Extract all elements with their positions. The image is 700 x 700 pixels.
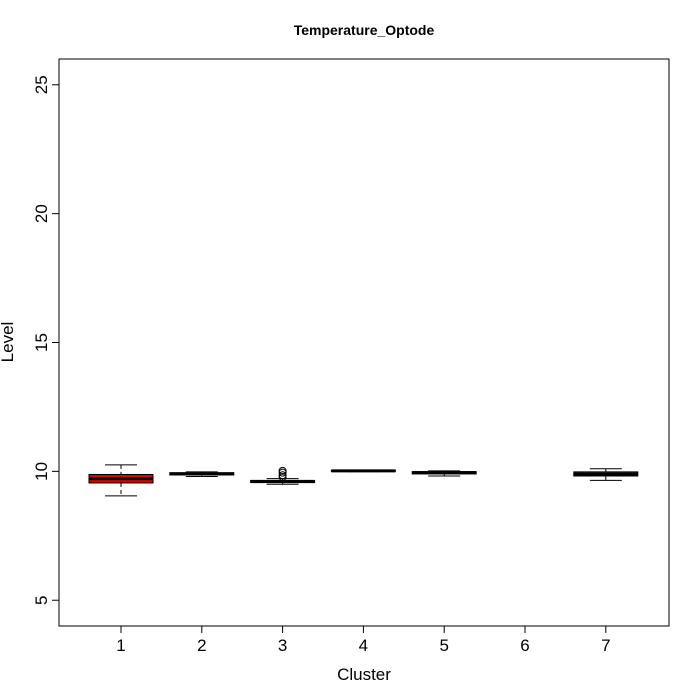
chart-title: Temperature_Optode [294, 22, 435, 38]
y-tick-label: 5 [32, 595, 51, 604]
box-cluster-1 [88, 464, 154, 497]
y-tick-label: 20 [32, 204, 51, 223]
y-axis: 5 10 15 20 25 [32, 75, 60, 605]
y-axis-label: Level [0, 322, 17, 363]
outlier-point [278, 466, 287, 475]
x-tick-label: 4 [359, 636, 368, 655]
box-series [88, 464, 639, 497]
box-cluster-3 [250, 466, 316, 485]
x-axis-label: Cluster [337, 665, 391, 684]
y-tick-label: 25 [32, 75, 51, 94]
box-cluster-5 [411, 470, 477, 477]
outlier-point [278, 471, 287, 480]
x-tick-label: 1 [116, 636, 125, 655]
x-tick-label: 3 [278, 636, 287, 655]
x-tick-label: 5 [439, 636, 448, 655]
x-axis: 1 2 3 4 5 6 7 [116, 625, 611, 655]
box-cluster-4 [330, 469, 396, 473]
x-tick-label: 7 [601, 636, 610, 655]
x-tick-label: 2 [197, 636, 206, 655]
y-tick-label: 10 [32, 462, 51, 481]
box-cluster-2 [169, 471, 235, 478]
box-cluster-7 [573, 468, 639, 481]
y-tick-label: 15 [32, 333, 51, 352]
plot-frame [58, 58, 670, 627]
x-tick-label: 6 [520, 636, 529, 655]
